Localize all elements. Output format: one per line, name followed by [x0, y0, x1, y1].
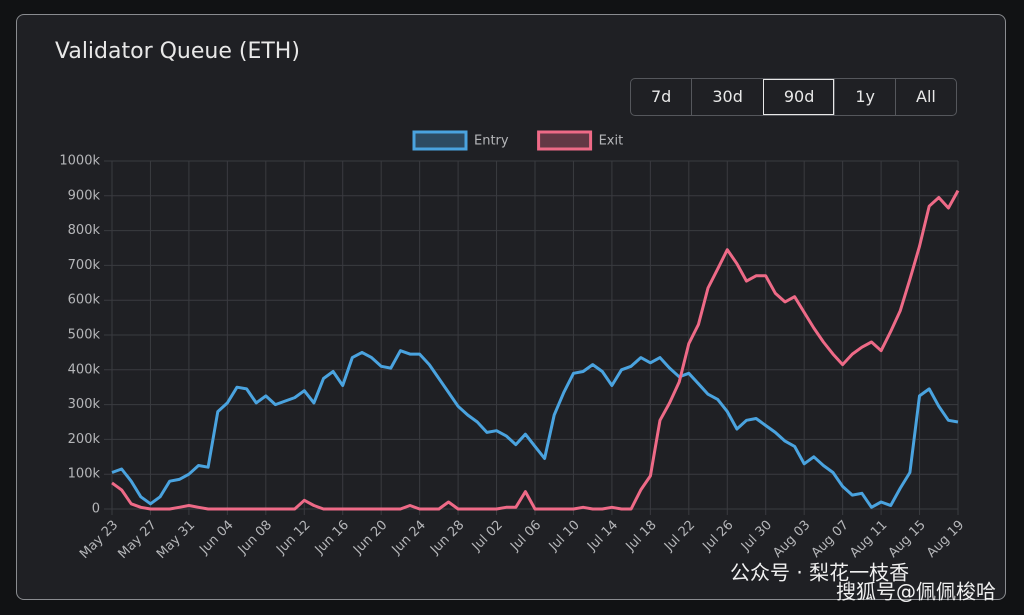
watermark: 搜狐号@佩佩梭哈	[836, 580, 996, 604]
legend-label: Entry	[474, 134, 509, 149]
x-tick-label: Jun 20	[350, 518, 390, 558]
x-tick-label: Jun 28	[427, 518, 467, 558]
range-button[interactable]: All	[895, 79, 956, 115]
y-tick-label: 900k	[68, 188, 101, 203]
x-tick-label: Jul 26	[700, 518, 737, 555]
y-tick-label: 600k	[68, 293, 101, 308]
x-tick-label: Jul 06	[507, 518, 544, 555]
y-tick-label: 400k	[68, 362, 101, 377]
y-tick-label: 200k	[68, 432, 101, 447]
watermark: 公众号 · 梨花一枝香	[730, 561, 909, 585]
range-button[interactable]: 1y	[834, 79, 895, 115]
x-tick-label: Aug 11	[847, 518, 890, 561]
legend-label: Exit	[599, 134, 624, 149]
x-tick-label: Jun 24	[389, 518, 429, 558]
x-tick-label: Aug 15	[886, 518, 929, 561]
y-tick-label: 800k	[68, 223, 101, 238]
y-tick-label: 700k	[68, 258, 101, 273]
x-tick-label: Jul 30	[738, 518, 775, 555]
x-tick-label: Jul 02	[469, 518, 506, 555]
range-selector: 7d 30d 90d 1y All	[630, 78, 957, 116]
range-button[interactable]: 7d	[651, 87, 672, 106]
y-tick-label: 0	[92, 502, 100, 517]
y-tick-label: 1000k	[59, 154, 100, 169]
x-tick-label: Aug 19	[924, 518, 967, 561]
legend-swatch	[537, 130, 593, 151]
x-tick-label: May 23	[77, 518, 121, 562]
x-tick-label: May 27	[116, 518, 160, 562]
range-button[interactable]: 30d	[691, 79, 763, 115]
x-tick-label: Aug 07	[809, 518, 852, 561]
x-tick-label: Jul 22	[661, 518, 698, 555]
x-tick-label: Jun 04	[196, 518, 236, 558]
chart-title: Validator Queue (ETH)	[55, 39, 300, 64]
x-tick-label: Jul 18	[623, 518, 660, 555]
x-tick-label: Jun 16	[312, 518, 352, 558]
x-tick-label: May 31	[154, 518, 198, 562]
card: Validator Queue (ETH) 7d 30d 90d 1y All	[16, 14, 1006, 600]
y-tick-label: 500k	[68, 328, 101, 343]
y-tick-label: 100k	[68, 467, 101, 482]
x-tick-label: Jul 10	[546, 518, 583, 555]
x-tick-label: Jun 12	[273, 518, 313, 558]
range-button[interactable]: 90d	[762, 79, 835, 115]
y-tick-label: 300k	[68, 397, 101, 412]
legend-swatch	[412, 130, 468, 151]
x-tick-label: Jun 08	[235, 518, 275, 558]
x-tick-label: Jul 14	[584, 518, 621, 555]
line-series	[111, 189, 960, 511]
line-series	[111, 349, 959, 509]
x-tick-label: Aug 03	[770, 518, 813, 561]
